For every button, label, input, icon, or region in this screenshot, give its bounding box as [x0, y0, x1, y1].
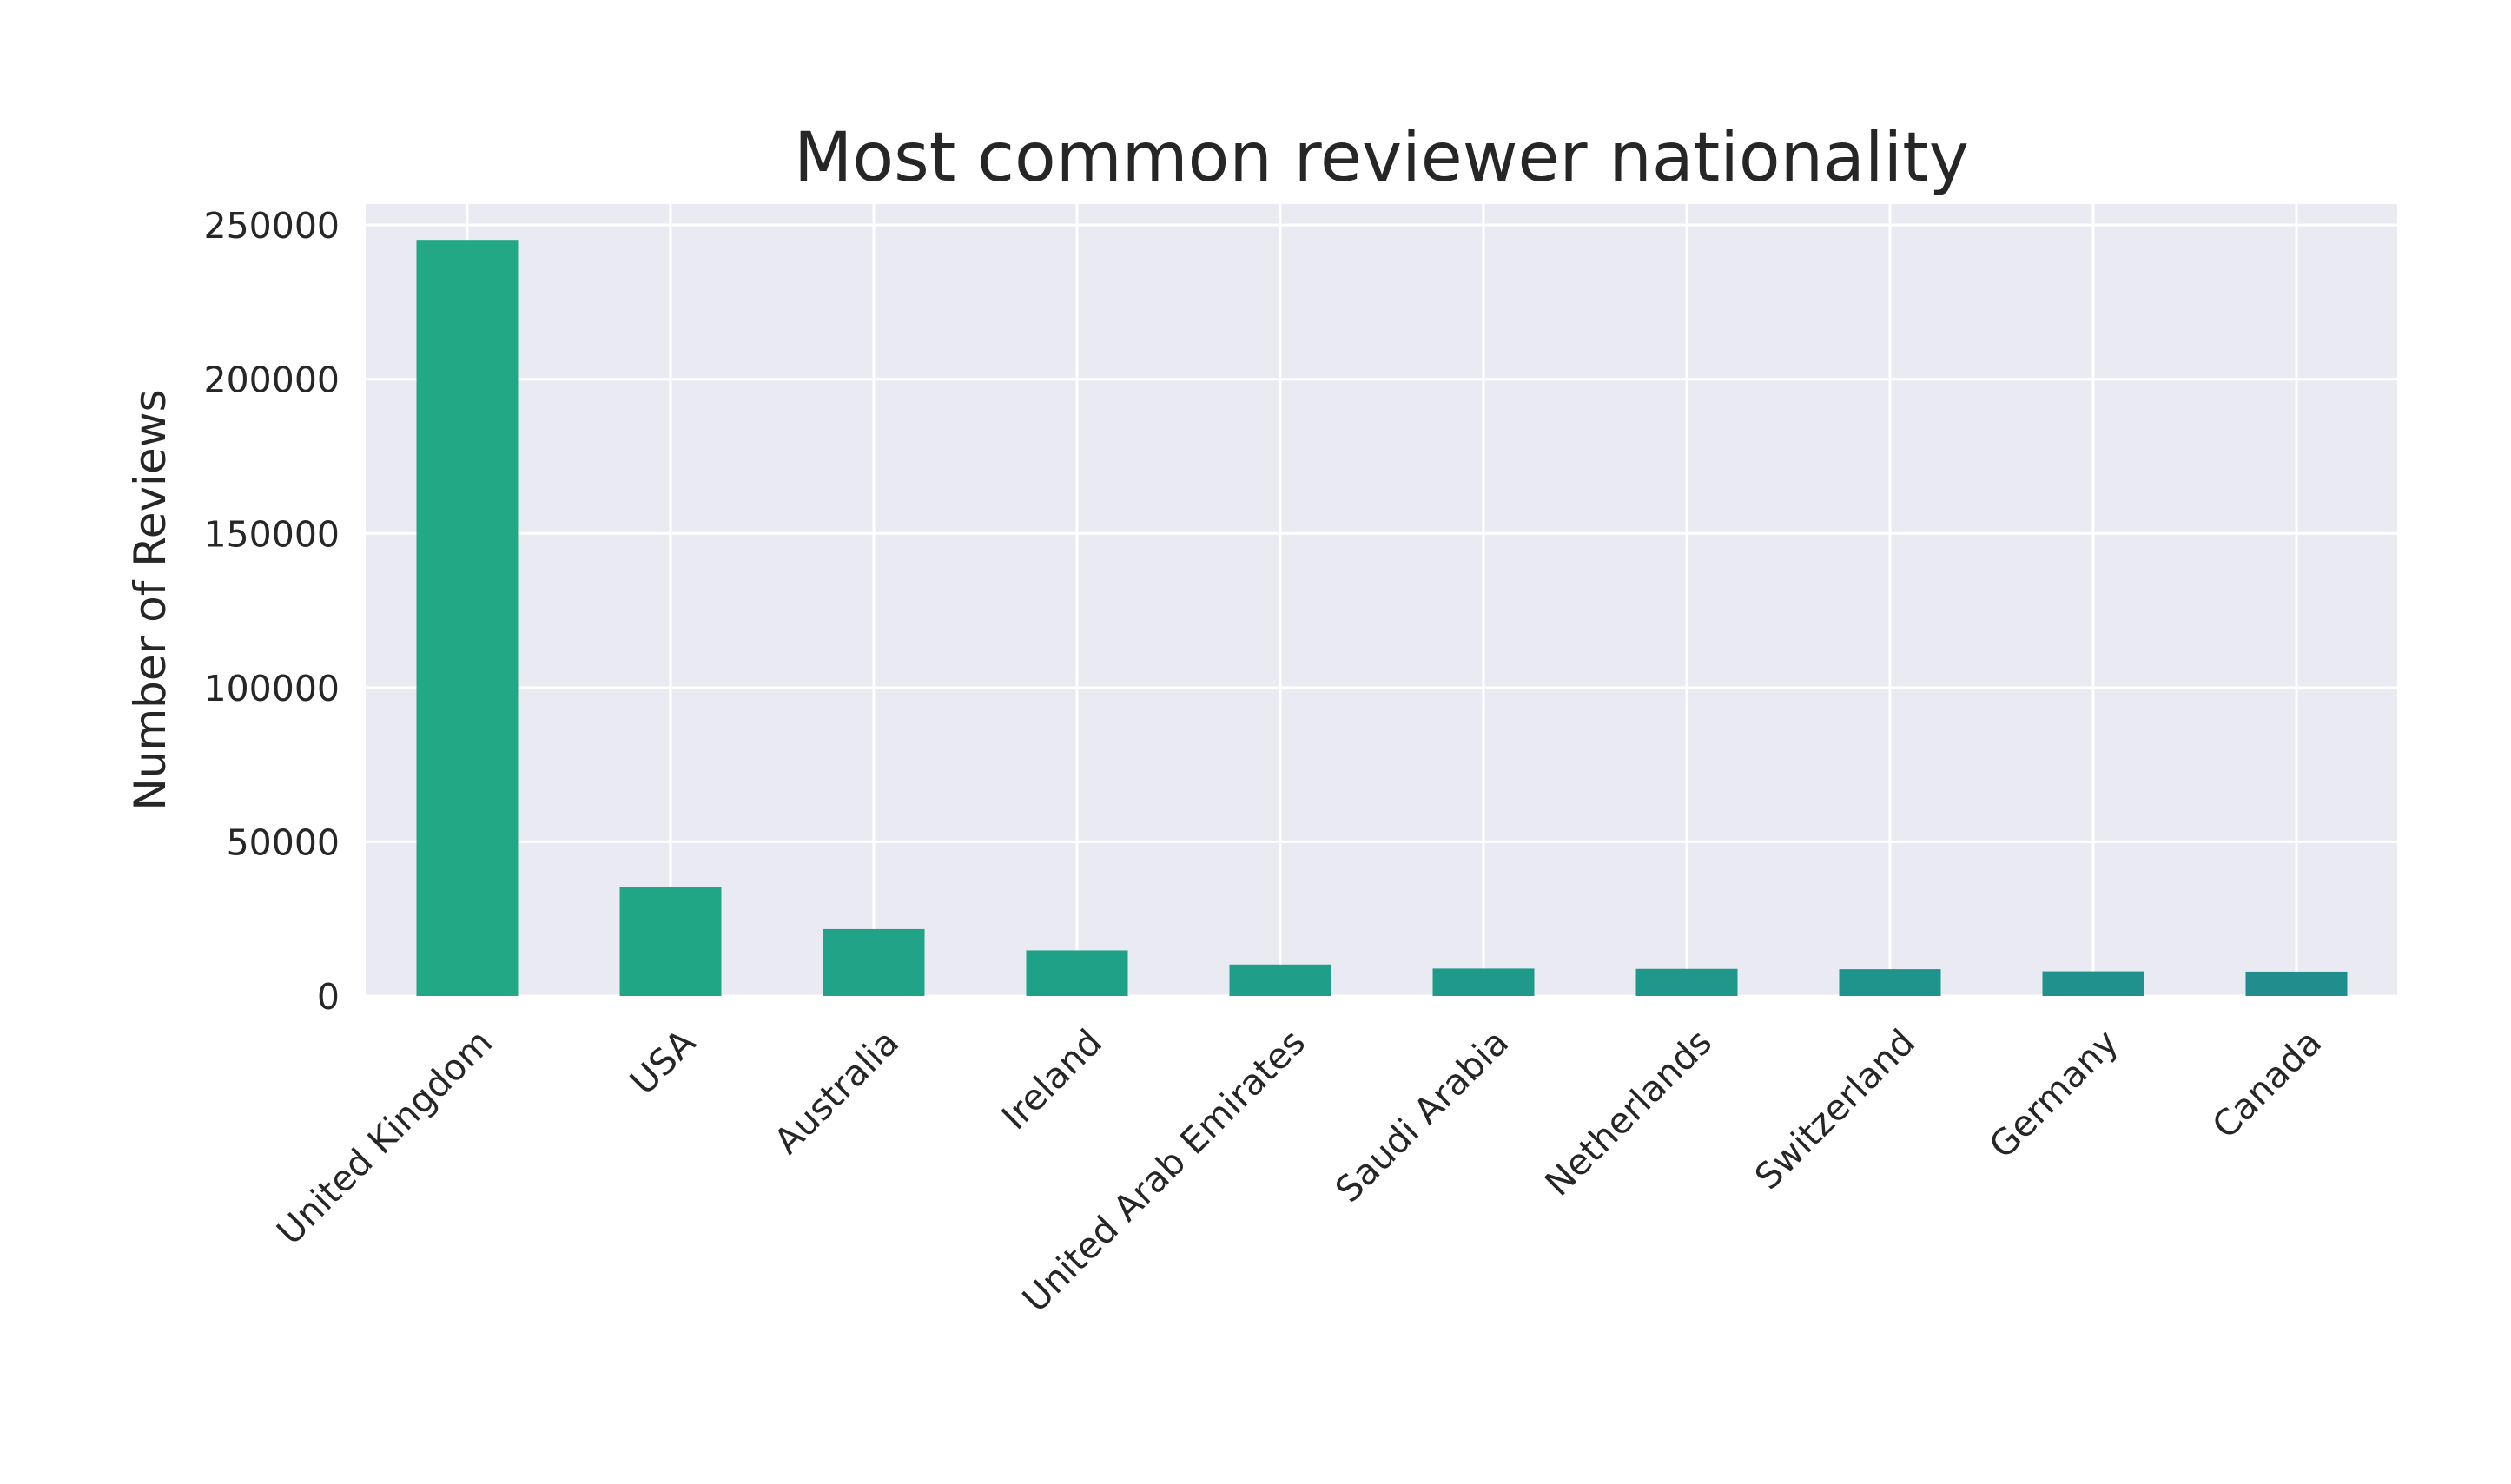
bar-united-kingdom: [416, 240, 519, 996]
x-tick-label: Australia: [766, 1021, 907, 1162]
x-tick-label: Germany: [1981, 1021, 2126, 1166]
grid-lines: [366, 204, 2397, 998]
x-tick-label: United Kingdom: [268, 1021, 500, 1253]
bar-germany: [2042, 971, 2144, 996]
x-tick-label: Canada: [2204, 1021, 2329, 1146]
bar-netherlands: [1635, 968, 1738, 996]
y-tick-label: 100000: [203, 668, 340, 709]
plot-area: [366, 204, 2397, 996]
x-tick-labels: United Kingdom USA Australia IrelandUnited …: [268, 1021, 2329, 1320]
y-tick-label: 200000: [203, 359, 340, 401]
y-tick-labels: 0 50000 100000 150000 200000 250000: [203, 205, 340, 1018]
y-tick-label: 0: [317, 976, 340, 1018]
bar-united-arab-emirates: [1229, 964, 1331, 996]
bar-canada: [2245, 971, 2348, 996]
x-tick-label: Ireland: [994, 1021, 1110, 1138]
bar-ireland: [1026, 950, 1128, 996]
y-tick-label: 50000: [227, 821, 340, 863]
chart-title: Most common reviewer nationality: [794, 119, 1969, 197]
bar-australia: [823, 928, 925, 996]
bar-saudi-arabia: [1432, 968, 1535, 996]
bar-usa: [619, 887, 722, 996]
x-tick-label: USA: [622, 1021, 704, 1103]
x-tick-label: Saudi Arabia: [1327, 1021, 1517, 1210]
x-tick-label: Switzerland: [1747, 1021, 1923, 1197]
bars: [416, 240, 2348, 996]
y-tick-label: 150000: [203, 513, 340, 555]
y-tick-label: 250000: [203, 205, 340, 247]
bar-switzerland: [1839, 969, 1941, 996]
y-axis-label: Number of Reviews: [125, 389, 175, 810]
x-tick-label: Netherlands: [1536, 1021, 1720, 1204]
